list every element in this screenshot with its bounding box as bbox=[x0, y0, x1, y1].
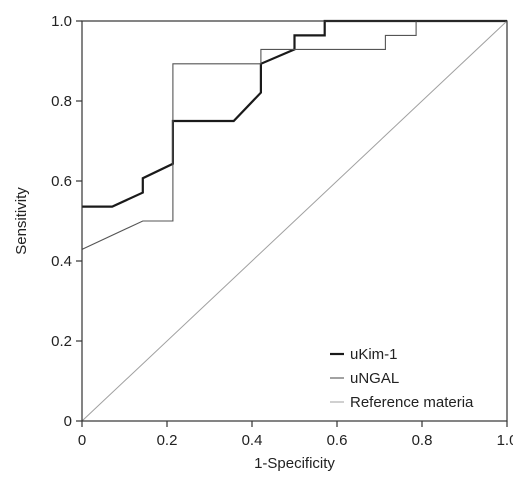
x-tick-label: 0.6 bbox=[327, 432, 348, 449]
y-tick-label: 0.6 bbox=[51, 173, 72, 190]
series-line-reference-materia bbox=[81, 20, 508, 422]
x-tick-label: 0.2 bbox=[157, 432, 178, 449]
series-line-ungal bbox=[81, 20, 507, 250]
ticks: 0 0.2 0.4 0.6 0.8 1.0 0 0.2 0.4 0.6 0.8 1.0 bbox=[51, 13, 513, 449]
legend-label-ukim1: uKim-1 bbox=[350, 346, 398, 363]
x-axis-title: 1-Specificity bbox=[254, 455, 335, 472]
legend-label-reference: Reference materia bbox=[350, 394, 474, 411]
legend: uKim-1 uNGAL Reference materia bbox=[330, 346, 474, 411]
plot-frame bbox=[81, 20, 508, 422]
y-tick-label: 0.8 bbox=[51, 93, 72, 110]
y-tick-label: 1.0 bbox=[51, 13, 72, 30]
x-tick-label: 0 bbox=[78, 432, 86, 449]
y-axis-title: Sensitivity bbox=[13, 187, 30, 255]
x-tick-label: 0.4 bbox=[242, 432, 263, 449]
y-tick-label: 0.4 bbox=[51, 253, 72, 270]
axes bbox=[81, 20, 508, 422]
y-tick-label: 0 bbox=[64, 413, 72, 430]
x-tick-label: 1.0 bbox=[497, 432, 513, 449]
x-tick-label: 0.8 bbox=[412, 432, 433, 449]
series-layer bbox=[81, 19, 508, 422]
y-tick-label: 0.2 bbox=[51, 333, 72, 350]
series-line-ukim-1 bbox=[82, 19, 507, 208]
legend-label-ungal: uNGAL bbox=[350, 370, 399, 387]
